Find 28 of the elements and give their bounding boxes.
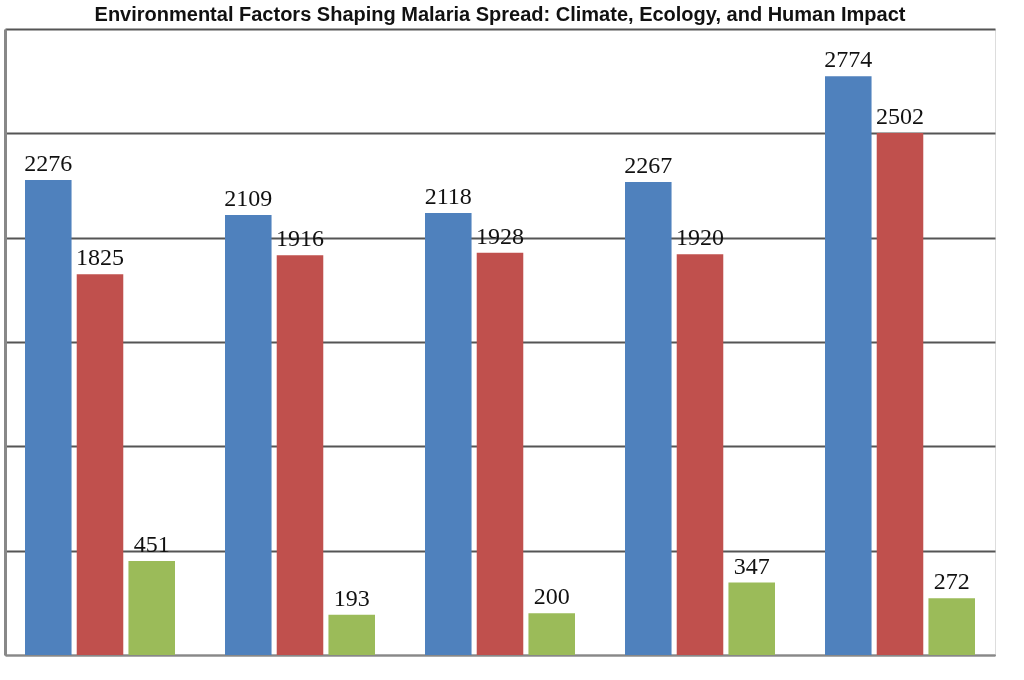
chart-title: Environmental Factors Shaping Malaria Spread: Climate, Ecology, and Human Impact — [94, 3, 906, 25]
bar — [225, 214, 272, 655]
bar — [25, 180, 72, 655]
data-label: 2502 — [876, 102, 924, 129]
data-label: 451 — [133, 530, 170, 557]
bar — [76, 274, 124, 655]
bar — [876, 132, 924, 655]
bar — [528, 613, 575, 655]
data-label: 1825 — [76, 244, 124, 271]
data-label: 2276 — [24, 150, 73, 177]
bar — [928, 598, 975, 655]
data-label: 200 — [533, 583, 570, 610]
bar — [476, 252, 524, 655]
bar — [676, 254, 724, 655]
data-label: 2774 — [824, 46, 873, 73]
data-label: 347 — [733, 552, 770, 579]
bar — [328, 614, 375, 655]
data-label: 193 — [333, 584, 370, 611]
bar — [625, 181, 672, 655]
data-label: 272 — [933, 568, 970, 595]
bar — [276, 255, 324, 655]
bar — [425, 213, 472, 655]
data-label: 2118 — [424, 183, 472, 210]
data-label: 2109 — [224, 184, 273, 211]
bar — [825, 76, 872, 655]
bar — [128, 560, 175, 655]
data-label: 2267 — [624, 151, 673, 178]
bar — [728, 582, 775, 655]
